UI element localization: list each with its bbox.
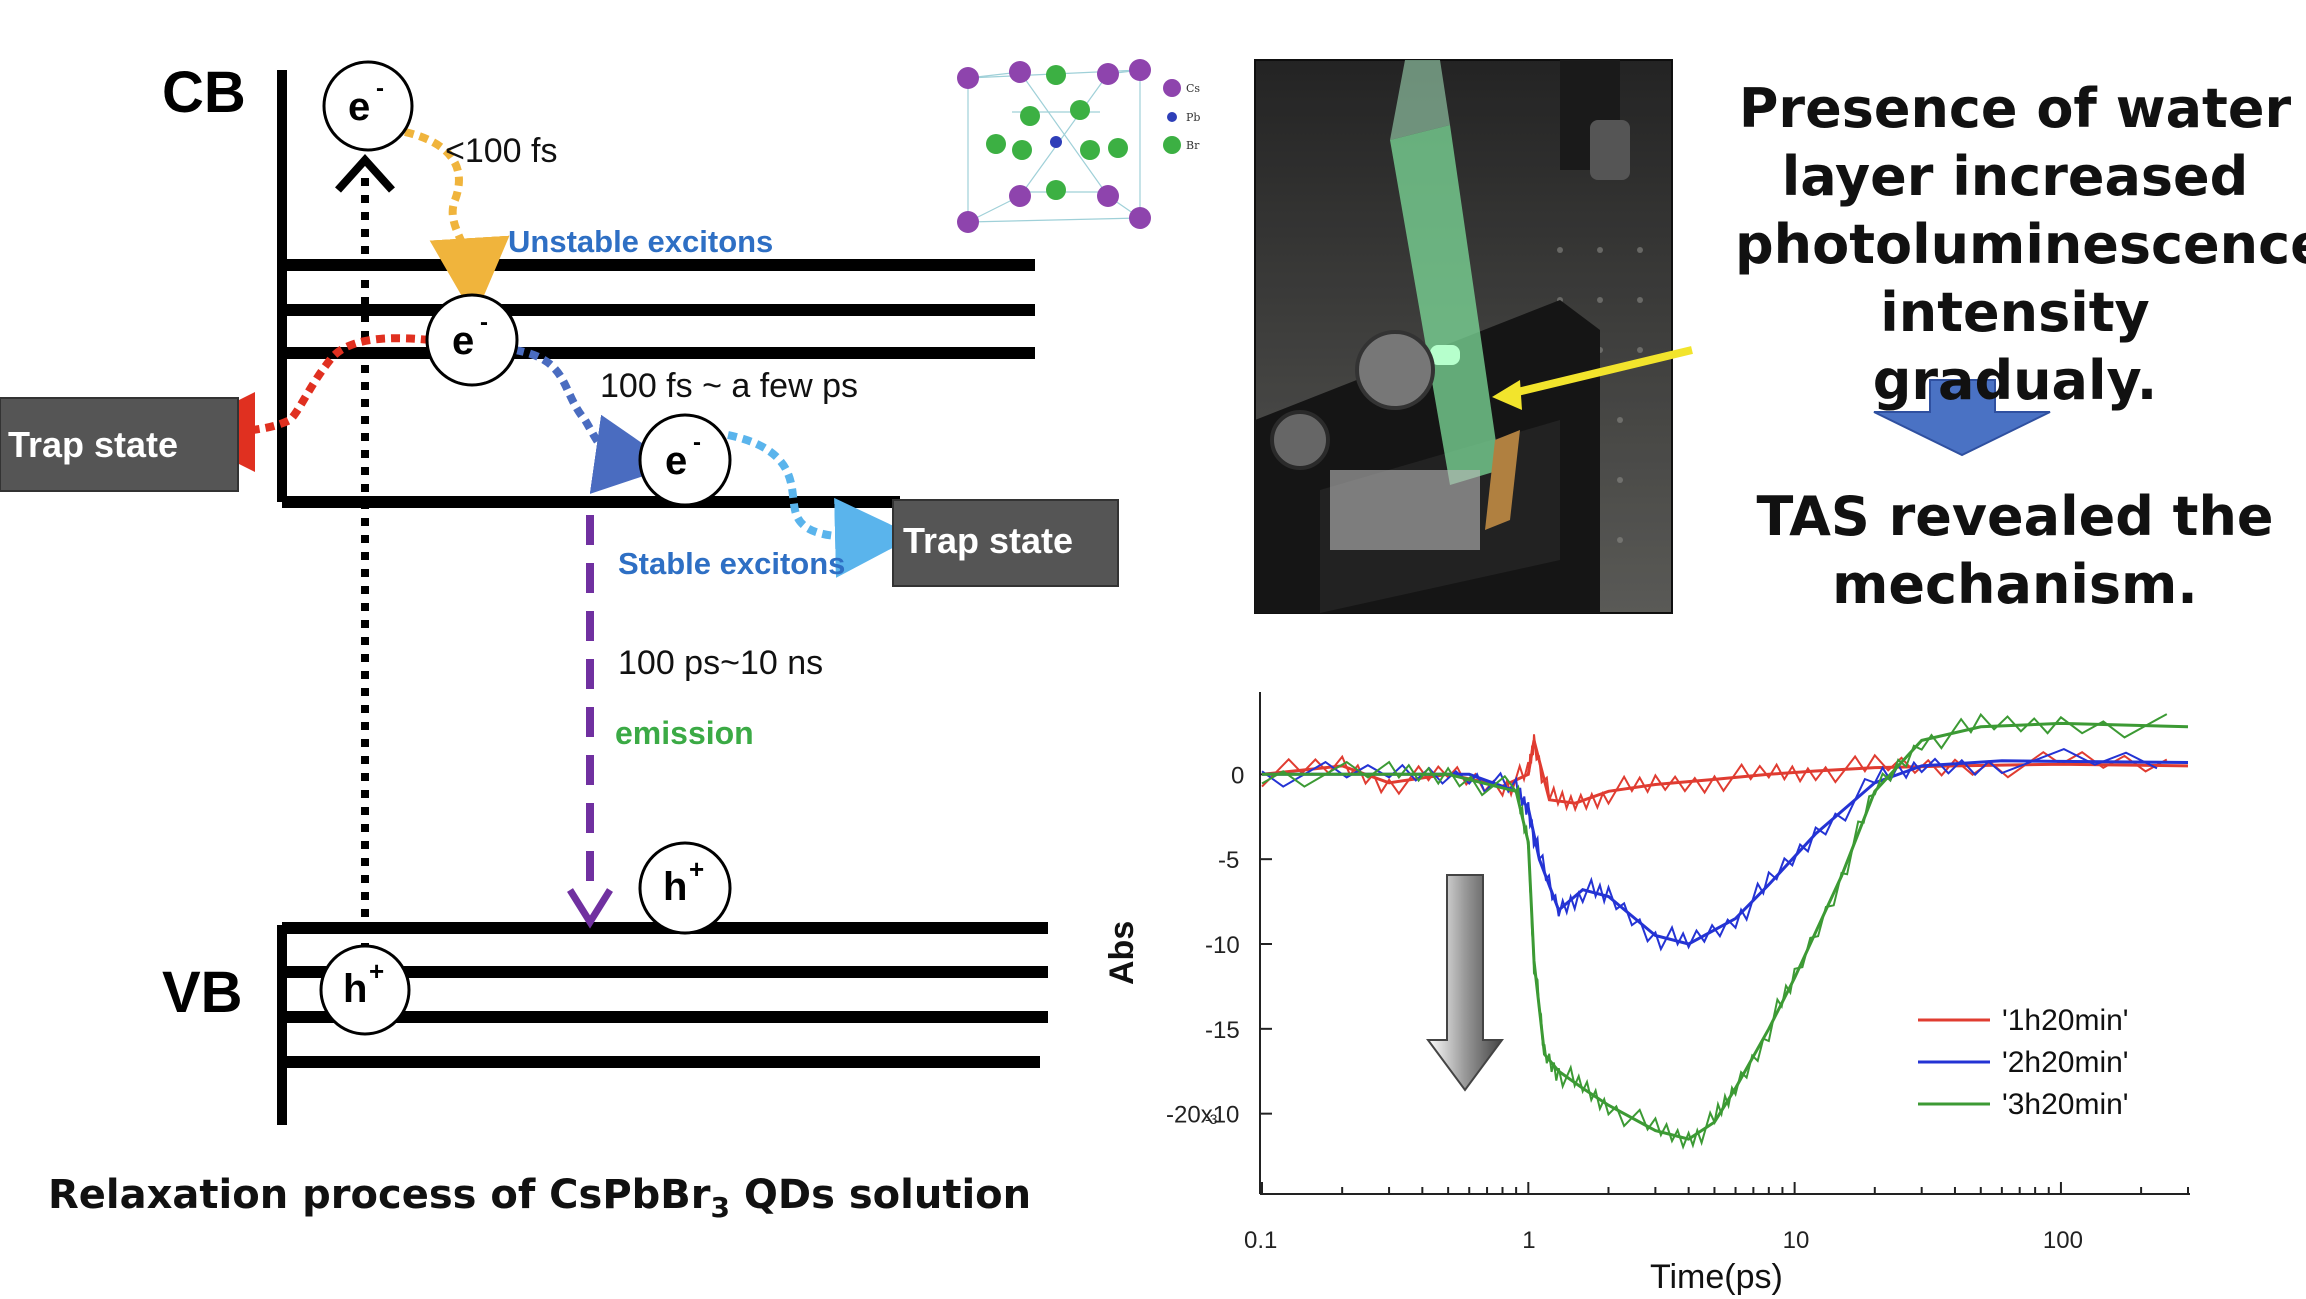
legend-br: Br — [1186, 139, 1200, 152]
trap-label-left: Trap state — [8, 424, 178, 465]
hole-sup: + — [689, 854, 704, 884]
legend-label: '2h20min' — [2002, 1046, 2129, 1079]
x-tick-label: 1 — [1522, 1227, 1535, 1254]
emission-label: emission — [615, 715, 754, 751]
conclusion-line-1: TAS revealed the — [1756, 485, 2274, 548]
trap-arrow-lightblue — [727, 431, 915, 578]
stable-excitons-label: Stable excitons — [618, 546, 845, 581]
hole-label: h — [343, 967, 367, 1011]
decrease-arrow — [1426, 874, 1504, 1092]
headline-line-3: photoluminescence — [1735, 213, 2306, 276]
yellow-pointer-head — [1492, 380, 1522, 410]
electron-cb-top: e - — [322, 60, 414, 152]
electron-sup: - — [693, 429, 701, 456]
chart-xlabel: Time(ps) — [1650, 1258, 1783, 1296]
electron-stable: e - — [638, 413, 732, 507]
caption-subscript: 3 — [710, 1191, 730, 1224]
time-label-1: <100 fs — [445, 132, 557, 170]
electron-unstable: e - — [425, 293, 519, 387]
headline-line-1: Presence of water — [1738, 77, 2292, 140]
ytick-exponent: -3 — [1205, 1111, 1218, 1127]
emission-arrowhead — [567, 888, 613, 929]
diagram-caption: Relaxation process of CsPbBr3 QDs soluti… — [48, 1172, 1088, 1224]
hole-label: h — [663, 865, 687, 909]
legend-pb: Pb — [1186, 111, 1200, 124]
electron-sup: - — [376, 75, 384, 102]
caption-prefix: Relaxation process of CsPbBr — [48, 1172, 711, 1218]
series-noise — [1261, 734, 2168, 813]
unstable-excitons-label: Unstable excitons — [508, 224, 773, 259]
hole-vb: h + — [319, 944, 411, 1036]
hole-emission: h + — [638, 841, 732, 935]
cb-label: CB — [162, 60, 246, 125]
legend-label: '3h20min' — [2002, 1088, 2129, 1121]
x-tick-label: 100 — [2043, 1227, 2083, 1254]
y-tick-label: -5 — [1218, 847, 1239, 874]
relax-arrow-yellow — [404, 128, 510, 318]
time-label-3: 100 ps~10 ns — [618, 644, 823, 682]
conclusion-line-2: mechanism. — [1832, 553, 2198, 616]
trap-box-left — [0, 397, 239, 492]
hole-sup: + — [369, 956, 384, 986]
excitation-arrowhead — [335, 154, 395, 193]
electron-label: e — [665, 439, 687, 483]
relax-arrow-blue — [514, 346, 675, 494]
chart-ylabel: Abs — [1103, 921, 1141, 985]
headline-block: Presence of water layer increased photol… — [1735, 75, 2306, 415]
yellow-pointer-arrow — [1504, 346, 1693, 399]
headline-line-4: intensity gradualy. — [1872, 281, 2158, 412]
electron-sup: - — [480, 309, 488, 336]
energy-diagram: CB VB e - e - e - h + — [0, 60, 1119, 1125]
trap-label-right: Trap state — [903, 520, 1073, 561]
time-label-2: 100 fs ~ a few ps — [600, 367, 858, 405]
headline-line-2: layer increased — [1781, 145, 2249, 208]
legend-label: '1h20min' — [2002, 1004, 2129, 1037]
x-tick-label: 10 — [1783, 1227, 1810, 1254]
x-tick-label: 0.1 — [1244, 1227, 1277, 1254]
electron-label: e — [348, 85, 370, 129]
sample-photo — [1254, 59, 1673, 614]
y-tick-label: 0 — [1231, 762, 1244, 789]
series-line — [1261, 740, 2189, 805]
vb-label: VB — [162, 960, 243, 1025]
crystal-atoms — [957, 59, 1181, 233]
y-tick-label: -20x10 — [1166, 1102, 1239, 1129]
y-tick-label: -15 — [1205, 1017, 1240, 1044]
conclusion-block: TAS revealed the mechanism. — [1735, 483, 2295, 619]
tas-chart: 0.1 1 10 100 0 -5 -10 -15 -20x10 Time(ps) Abs -… — [1103, 692, 2190, 1296]
trap-arrow-red — [175, 334, 431, 472]
chart-legend: '1h20min' '2h20min' '3h20min' — [1918, 1004, 2129, 1121]
caption-suffix: QDs solution — [729, 1172, 1032, 1218]
down-arrow-blue — [1873, 379, 2051, 457]
trap-box-right — [892, 499, 1119, 587]
legend-cs: Cs — [1186, 82, 1200, 95]
y-tick-label: -10 — [1205, 932, 1240, 959]
electron-label: e — [452, 319, 474, 363]
series-noise — [1261, 712, 2168, 1150]
